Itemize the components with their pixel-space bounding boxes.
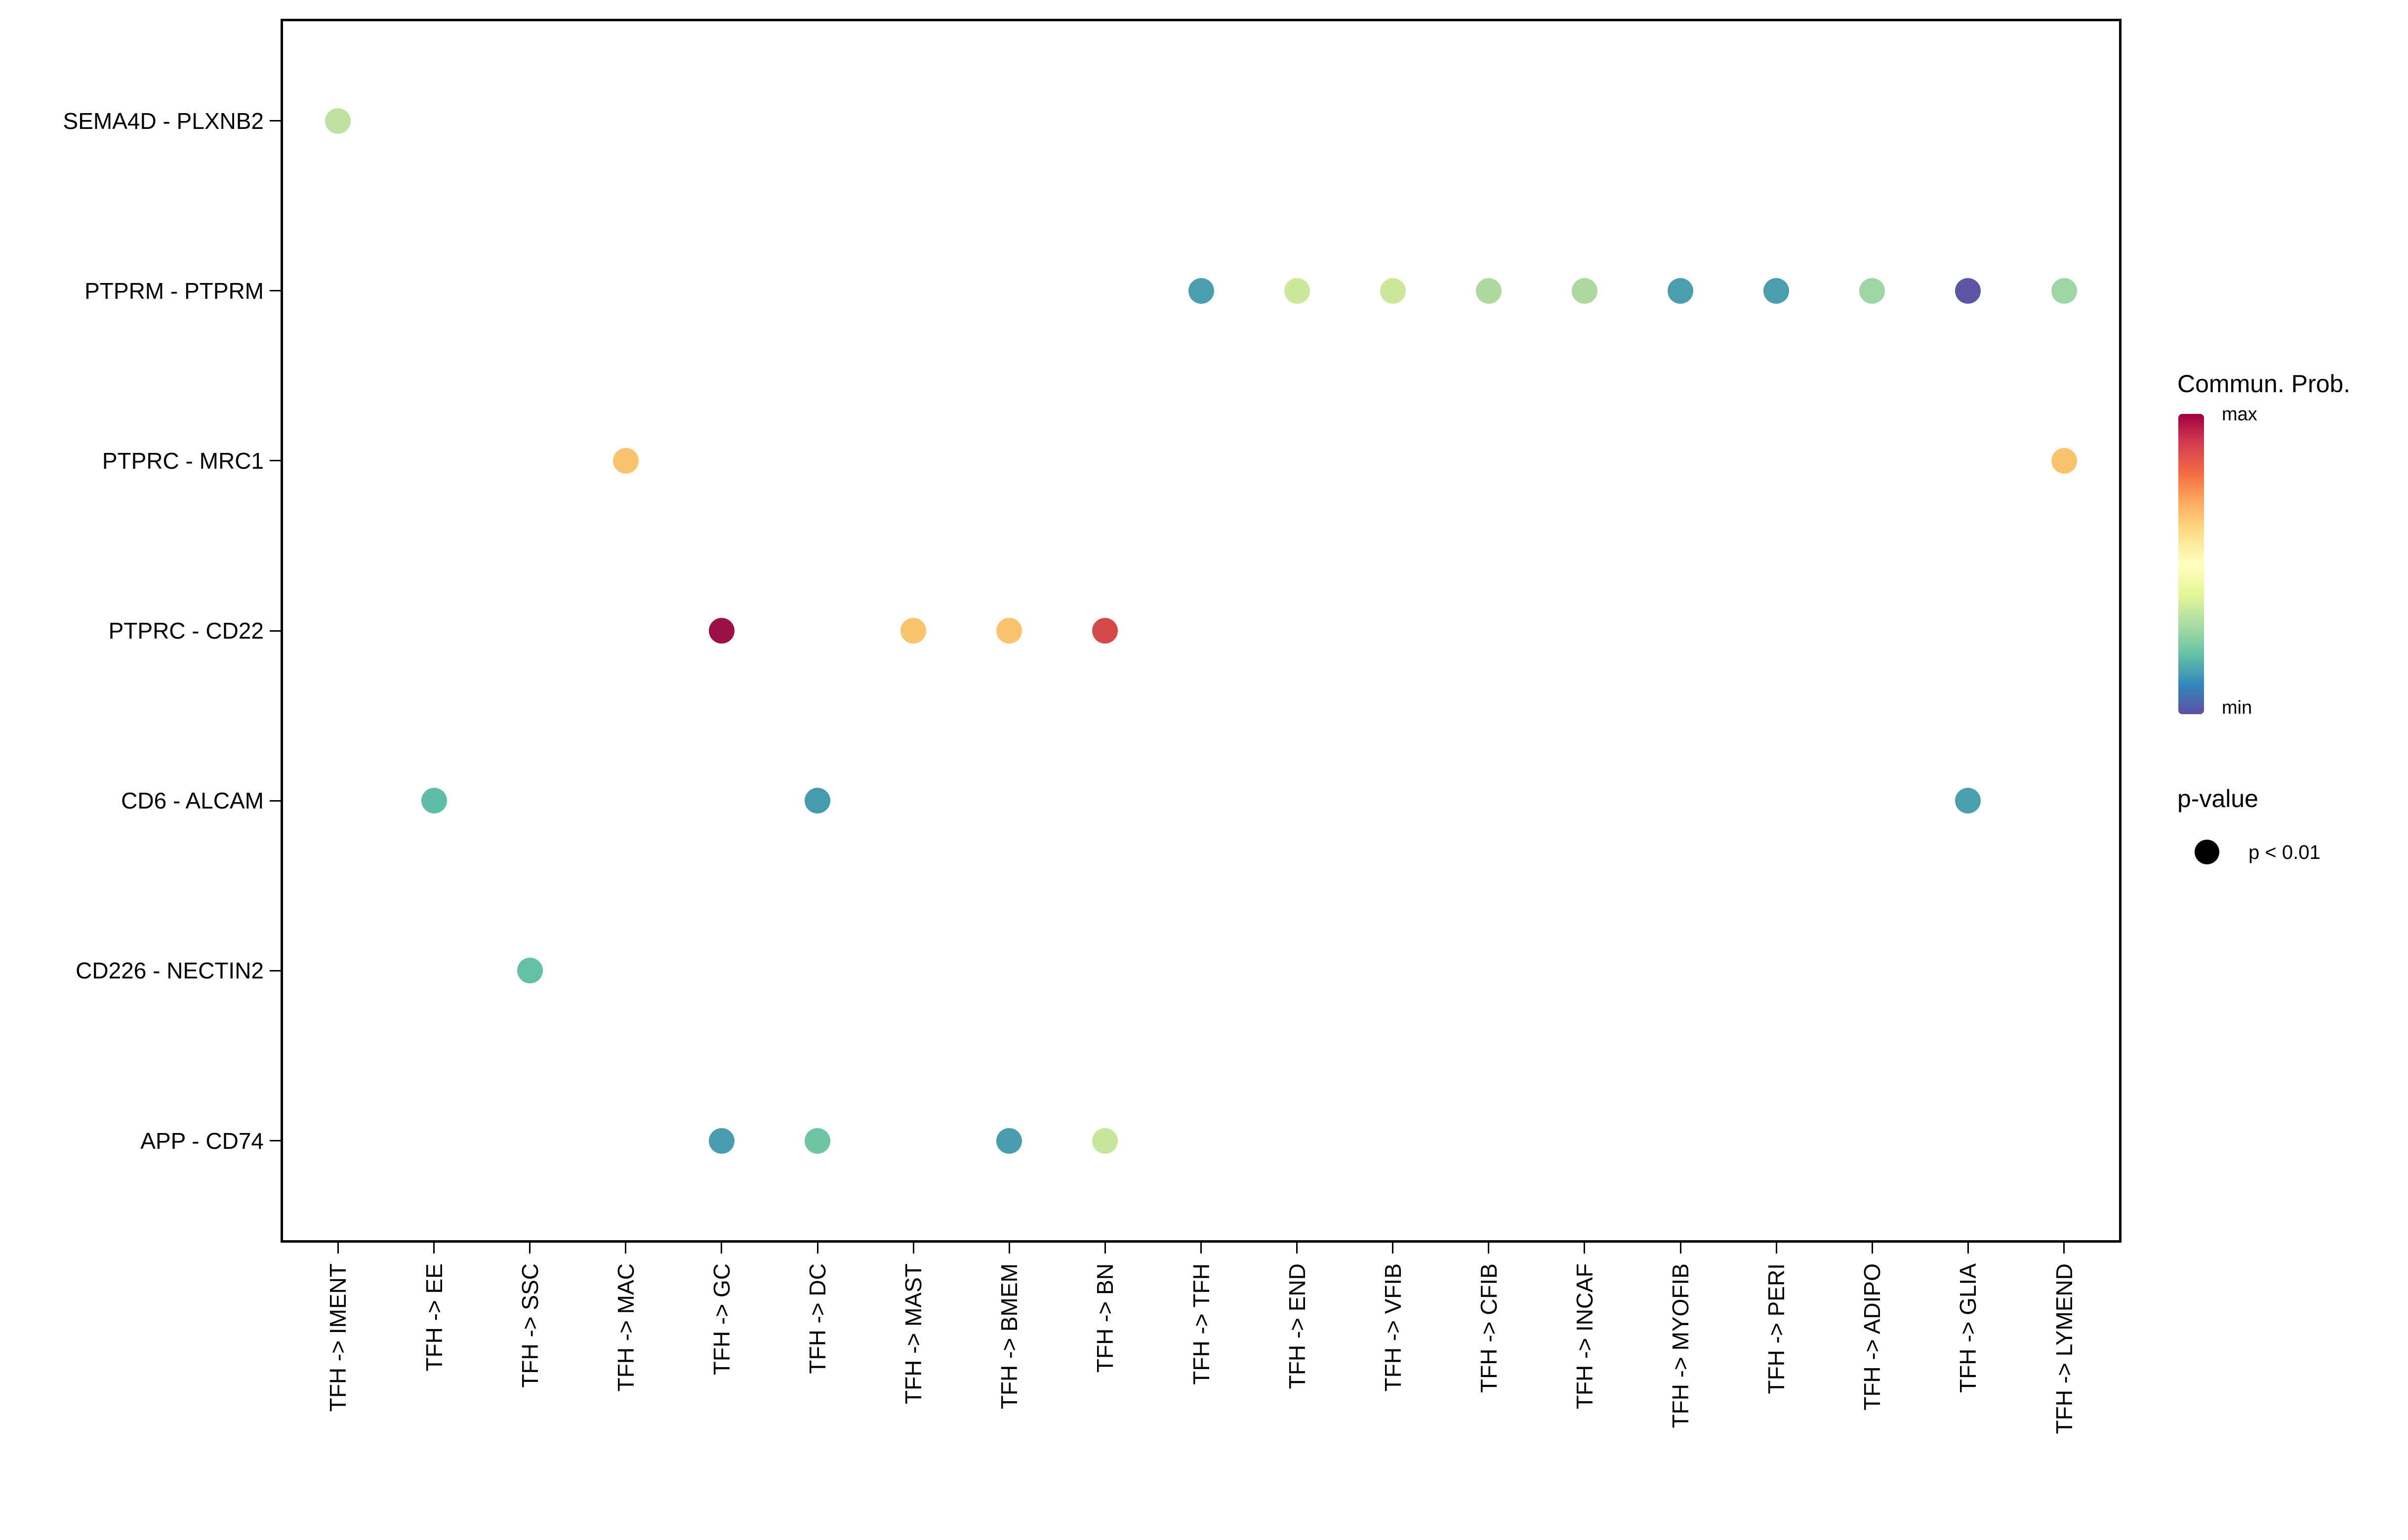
- y-axis-label: PTPRC - CD22: [108, 618, 264, 644]
- y-axis-tick: [270, 290, 281, 292]
- x-axis-tick: [1967, 1243, 1969, 1254]
- x-axis-tick: [1584, 1243, 1586, 1254]
- x-axis-tick: [337, 1243, 339, 1254]
- bubble-plot-figure: { "chart_data": { "type": "scatter", "ti…: [63, 19, 2351, 1434]
- x-axis-label: TFH -> PERI: [1763, 1263, 1790, 1394]
- data-dot: [805, 1128, 831, 1154]
- x-axis-tick: [2063, 1243, 2065, 1254]
- data-dot: [325, 108, 351, 134]
- x-axis-label: TFH -> MAST: [900, 1263, 927, 1404]
- x-axis-label: TFH -> END: [1284, 1263, 1310, 1389]
- pvalue-item-label: p < 0.01: [2248, 842, 2321, 863]
- x-axis-label: TFH -> VFIB: [1380, 1263, 1406, 1392]
- data-dot: [1380, 278, 1406, 304]
- x-axis-tick: [1679, 1243, 1681, 1254]
- data-dot: [1092, 1128, 1118, 1154]
- x-axis-label: TFH -> INCAF: [1571, 1263, 1597, 1410]
- data-dot: [708, 1128, 735, 1154]
- y-axis-tick: [270, 630, 281, 632]
- x-axis-label: TFH -> ADIPO: [1859, 1263, 1885, 1411]
- data-dot: [1859, 278, 1885, 304]
- x-axis-label: TFH -> BMEM: [996, 1263, 1022, 1410]
- data-dot: [2051, 278, 2077, 304]
- x-axis-label: TFH -> DC: [805, 1263, 831, 1374]
- x-axis-label: TFH -> IMENT: [325, 1263, 351, 1412]
- data-dot: [996, 1128, 1022, 1154]
- x-axis-tick: [1104, 1243, 1106, 1254]
- x-axis-tick: [529, 1243, 531, 1254]
- x-axis-tick: [1488, 1243, 1490, 1254]
- colorbar-gradient: [2178, 414, 2204, 714]
- data-dot: [996, 618, 1022, 644]
- y-axis-tick: [270, 120, 281, 122]
- data-dot: [421, 788, 447, 814]
- y-axis-label: PTPRC - MRC1: [102, 447, 264, 474]
- y-axis-tick: [270, 970, 281, 972]
- plot-panel: [281, 19, 2122, 1243]
- x-axis-tick: [1200, 1243, 1202, 1254]
- data-dot: [1668, 278, 1694, 304]
- x-axis-label: TFH -> MYOFIB: [1668, 1263, 1694, 1428]
- data-dot: [1284, 278, 1310, 304]
- y-axis-tick: [270, 460, 281, 462]
- colorbar-max-label: max: [2222, 404, 2257, 425]
- x-axis-tick: [433, 1243, 435, 1254]
- x-axis-label: TFH -> BN: [1092, 1263, 1118, 1373]
- y-axis-label: PTPRM - PTPRM: [84, 278, 264, 304]
- x-axis-label: TFH -> MAC: [612, 1263, 639, 1392]
- y-axis-tick: [270, 1140, 281, 1141]
- x-axis-tick: [816, 1243, 818, 1254]
- x-axis-tick: [1871, 1243, 1873, 1254]
- y-axis-label: APP - CD74: [140, 1128, 264, 1154]
- x-axis-label: TFH -> SSC: [517, 1263, 543, 1388]
- x-axis-tick: [721, 1243, 723, 1254]
- x-axis-label: TFH -> TFH: [1188, 1263, 1214, 1385]
- data-dot: [1955, 788, 1981, 814]
- x-axis-tick: [1775, 1243, 1777, 1254]
- x-axis-tick: [912, 1243, 914, 1254]
- x-axis-label: TFH -> CFIB: [1475, 1263, 1502, 1393]
- data-dot: [1955, 278, 1981, 304]
- y-axis-label: CD6 - ALCAM: [121, 788, 264, 814]
- data-dot: [708, 618, 735, 644]
- data-dot: [805, 788, 831, 814]
- colorbar-legend-title: Commun. Prob.: [2177, 370, 2351, 398]
- data-dot: [900, 618, 927, 644]
- x-axis-label: TFH -> GLIA: [1955, 1263, 1981, 1393]
- y-axis-tick: [270, 800, 281, 802]
- data-dot: [1571, 278, 1597, 304]
- y-axis-label: SEMA4D - PLXNB2: [63, 108, 264, 134]
- x-axis-tick: [1392, 1243, 1394, 1254]
- data-dot: [1188, 278, 1214, 304]
- data-dot: [612, 447, 639, 474]
- pvalue-legend-title: p-value: [2177, 785, 2258, 812]
- data-dot: [1092, 618, 1118, 644]
- data-dot: [1763, 278, 1790, 304]
- x-axis-label: TFH -> EE: [421, 1263, 447, 1372]
- x-axis-label: TFH -> LYMEND: [2051, 1263, 2077, 1434]
- data-dot: [517, 958, 543, 984]
- x-axis-tick: [1296, 1243, 1298, 1254]
- y-axis-label: CD226 - NECTIN2: [76, 958, 264, 984]
- data-dot: [2051, 447, 2077, 474]
- x-axis-label: TFH -> GC: [708, 1263, 735, 1376]
- pvalue-dot-icon: [2195, 840, 2219, 864]
- colorbar-min-label: min: [2222, 697, 2252, 718]
- x-axis-tick: [625, 1243, 627, 1254]
- x-axis-tick: [1008, 1243, 1010, 1254]
- data-dot: [1475, 278, 1502, 304]
